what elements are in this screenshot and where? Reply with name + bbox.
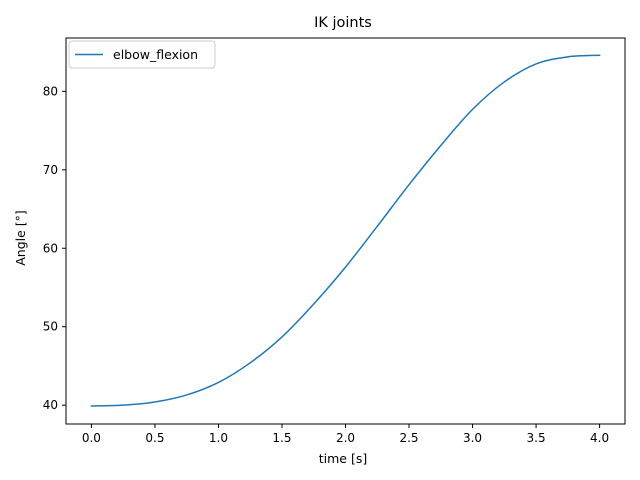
x-tick-label: 0.5 [145,431,164,445]
x-axis-label: time [s] [319,451,367,466]
x-tick-label: 4.0 [590,431,609,445]
y-tick-label: 80 [43,84,58,98]
y-tick-label: 40 [43,398,58,412]
x-tick-label: 1.0 [209,431,228,445]
y-tick-label: 70 [43,163,58,177]
x-tick-label: 2.0 [336,431,355,445]
legend-box [68,40,216,69]
x-tick-label: 3.5 [527,431,546,445]
series-line-elbow-flexion [90,54,601,407]
x-axis: 0.0 0.5 1.0 1.5 2.0 2.5 3.0 3.5 4.0 [82,424,609,445]
plot-area [90,54,601,407]
y-tick-label: 60 [43,241,58,255]
x-tick-label: 1.5 [272,431,291,445]
plot-frame [65,37,626,425]
x-tick-label: 2.5 [399,431,418,445]
legend: elbow_flexion [68,40,216,69]
y-axis-label: Angle [°] [13,210,28,266]
y-tick-label: 50 [43,320,58,334]
x-tick-label: 0.0 [82,431,101,445]
x-tick-label: 3.0 [463,431,482,445]
legend-label-elbow-flexion: elbow_flexion [113,47,198,62]
y-axis: 40 50 60 70 80 [43,84,66,412]
chart-title: IK joints [314,15,372,31]
